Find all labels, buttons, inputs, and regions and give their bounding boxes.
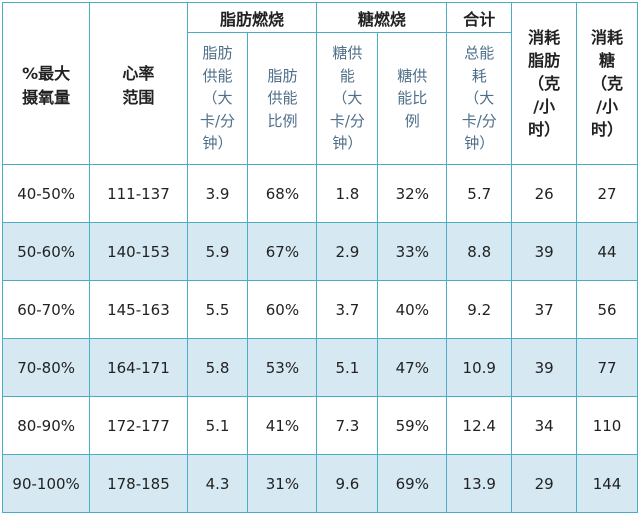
- cell-fat-consumed: 29: [511, 454, 578, 513]
- cell-carb-energy: 1.8: [316, 164, 379, 223]
- cell-fat-energy: 5.9: [186, 222, 249, 281]
- cell-vo2max: 60-70%: [1, 280, 91, 339]
- header-fat-consumed: 消耗 脂肪 （克 /小 时）: [511, 2, 578, 165]
- cell-fat-ratio: 67%: [247, 222, 318, 281]
- cell-total-energy: 13.9: [446, 454, 513, 513]
- cell-carb-consumed: 27: [576, 164, 638, 223]
- header-carb-consumed: 消耗 糖 （克 /小 时）: [576, 2, 638, 165]
- cell-carb-consumed: 56: [576, 280, 638, 339]
- cell-fat-energy: 3.9: [186, 164, 249, 223]
- cell-carb-energy: 2.9: [316, 222, 379, 281]
- cell-vo2max: 70-80%: [1, 338, 91, 397]
- cell-fat-ratio: 68%: [247, 164, 318, 223]
- subheader-carb-ratio: 糖供 能比 例: [377, 32, 448, 165]
- cell-fat-ratio: 53%: [247, 338, 318, 397]
- cell-fat-energy: 5.8: [186, 338, 249, 397]
- cell-carb-ratio: 69%: [377, 454, 448, 513]
- header-total: 合计: [446, 2, 513, 33]
- header-carb-burn: 糖燃烧: [316, 2, 448, 33]
- cell-vo2max: 80-90%: [1, 396, 91, 455]
- cell-carb-ratio: 32%: [377, 164, 448, 223]
- header-row-group: %最大 摄氧量 心率 范围 脂肪燃烧 糖燃烧 合计 消耗 脂肪 （克 /小 时）…: [1, 2, 638, 165]
- table-row: 40-50% 111-137 3.9 68% 1.8 32% 5.7 26 27: [1, 164, 638, 223]
- cell-fat-consumed: 37: [511, 280, 578, 339]
- cell-fat-consumed: 34: [511, 396, 578, 455]
- cell-carb-ratio: 59%: [377, 396, 448, 455]
- cell-total-energy: 8.8: [446, 222, 513, 281]
- cell-carb-ratio: 47%: [377, 338, 448, 397]
- cell-fat-ratio: 31%: [247, 454, 318, 513]
- cell-heart-rate: 111-137: [89, 164, 188, 223]
- header-fat-burn: 脂肪燃烧: [186, 2, 318, 33]
- cell-heart-rate: 145-163: [89, 280, 188, 339]
- cell-carb-energy: 3.7: [316, 280, 379, 339]
- cell-carb-consumed: 44: [576, 222, 638, 281]
- table-row: 80-90% 172-177 5.1 41% 7.3 59% 12.4 34 1…: [1, 396, 638, 455]
- cell-heart-rate: 172-177: [89, 396, 188, 455]
- cell-fat-ratio: 41%: [247, 396, 318, 455]
- table-row: 60-70% 145-163 5.5 60% 3.7 40% 9.2 37 56: [1, 280, 638, 339]
- cell-carb-energy: 7.3: [316, 396, 379, 455]
- cell-vo2max: 90-100%: [1, 454, 91, 513]
- cell-carb-ratio: 33%: [377, 222, 448, 281]
- cell-carb-energy: 9.6: [316, 454, 379, 513]
- cell-vo2max: 50-60%: [1, 222, 91, 281]
- cell-heart-rate: 178-185: [89, 454, 188, 513]
- cell-fat-energy: 5.5: [186, 280, 249, 339]
- cell-fat-consumed: 39: [511, 222, 578, 281]
- cell-heart-rate: 164-171: [89, 338, 188, 397]
- subheader-fat-ratio: 脂肪 供能 比例: [247, 32, 318, 165]
- cell-heart-rate: 140-153: [89, 222, 188, 281]
- cell-vo2max: 40-50%: [1, 164, 91, 223]
- table-row: 70-80% 164-171 5.8 53% 5.1 47% 10.9 39 7…: [1, 338, 638, 397]
- cell-fat-energy: 5.1: [186, 396, 249, 455]
- cell-total-energy: 9.2: [446, 280, 513, 339]
- cell-carb-consumed: 144: [576, 454, 638, 513]
- cell-fat-energy: 4.3: [186, 454, 249, 513]
- cell-carb-ratio: 40%: [377, 280, 448, 339]
- subheader-fat-energy: 脂肪 供能 （大 卡/分 钟）: [186, 32, 249, 165]
- table-row: 50-60% 140-153 5.9 67% 2.9 33% 8.8 39 44: [1, 222, 638, 281]
- subheader-carb-energy: 糖供 能 （大 卡/分 钟）: [316, 32, 379, 165]
- cell-total-energy: 5.7: [446, 164, 513, 223]
- header-heart-rate: 心率 范围: [89, 2, 188, 165]
- cell-fat-ratio: 60%: [247, 280, 318, 339]
- header-vo2max: %最大 摄氧量: [1, 2, 91, 165]
- cell-fat-consumed: 26: [511, 164, 578, 223]
- cell-carb-energy: 5.1: [316, 338, 379, 397]
- table-row: 90-100% 178-185 4.3 31% 9.6 69% 13.9 29 …: [1, 454, 638, 513]
- cell-carb-consumed: 77: [576, 338, 638, 397]
- cell-fat-consumed: 39: [511, 338, 578, 397]
- cell-carb-consumed: 110: [576, 396, 638, 455]
- cell-total-energy: 12.4: [446, 396, 513, 455]
- cell-total-energy: 10.9: [446, 338, 513, 397]
- subheader-total-energy: 总能 耗 （大 卡/分 钟）: [446, 32, 513, 165]
